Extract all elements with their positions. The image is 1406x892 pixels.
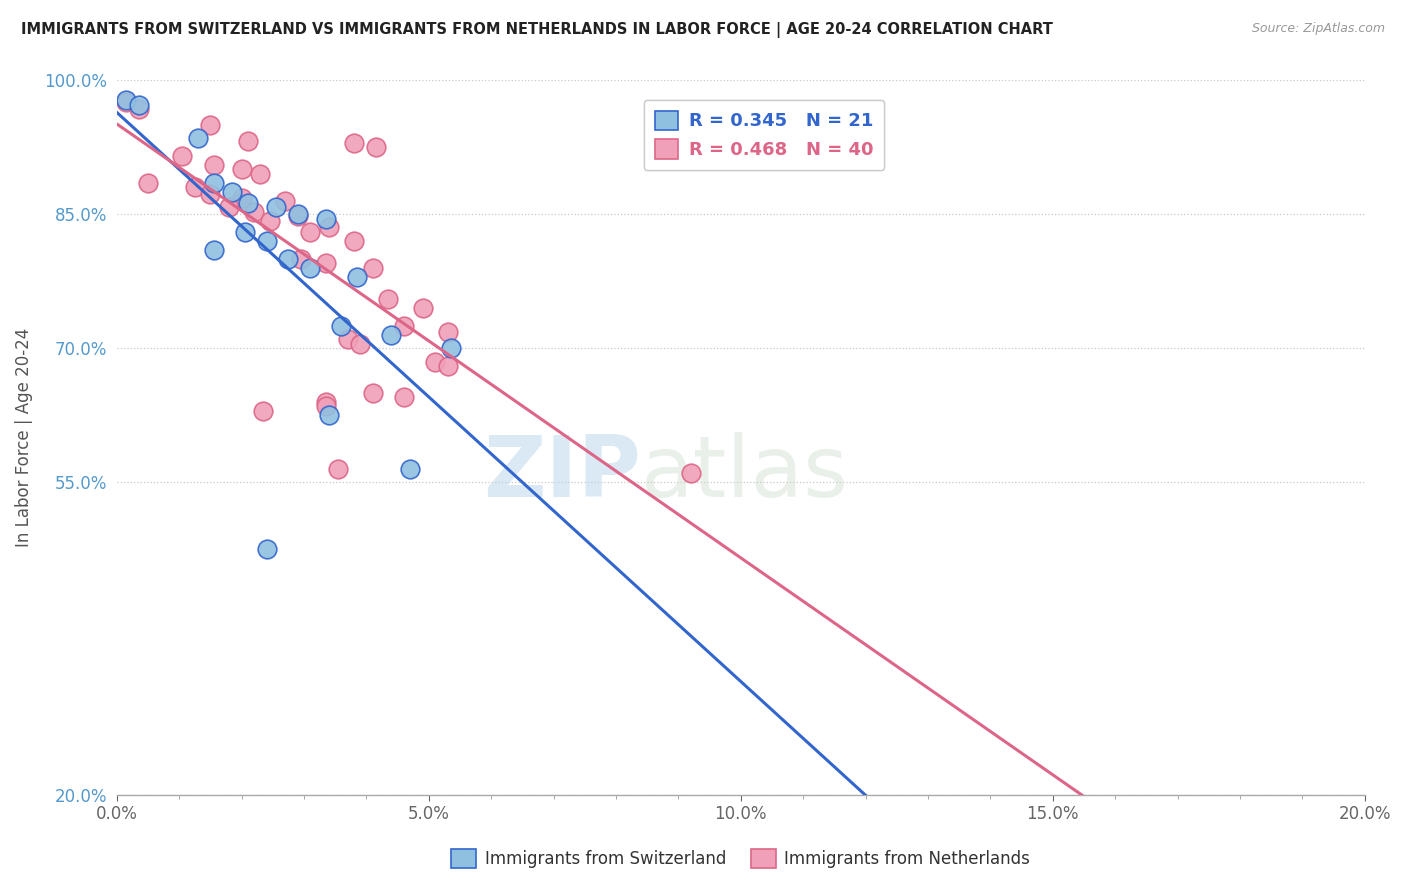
Point: [200, 118, 222, 132]
Point: [392, 390, 415, 404]
Point: [361, 385, 384, 400]
Point: [346, 269, 368, 284]
Point: [364, 140, 387, 154]
Point: [256, 234, 278, 248]
Point: [184, 180, 207, 194]
Point: [256, 542, 278, 557]
Point: [287, 209, 309, 223]
Point: [172, 149, 194, 163]
Text: atlas: atlas: [641, 432, 849, 515]
Point: [436, 325, 458, 339]
Point: [252, 403, 274, 417]
Point: [259, 214, 281, 228]
Y-axis label: In Labor Force | Age 20-24: In Labor Force | Age 20-24: [15, 328, 32, 547]
Point: [202, 243, 225, 257]
Point: [436, 359, 458, 373]
Point: [343, 234, 366, 248]
Point: [115, 93, 138, 107]
Point: [412, 301, 434, 315]
Point: [336, 332, 359, 346]
Text: Source: ZipAtlas.com: Source: ZipAtlas.com: [1251, 22, 1385, 36]
Point: [440, 341, 463, 355]
Point: [315, 256, 337, 270]
Point: [231, 191, 253, 205]
Point: [218, 200, 240, 214]
Point: [243, 205, 266, 219]
Text: IMMIGRANTS FROM SWITZERLAND VS IMMIGRANTS FROM NETHERLANDS IN LABOR FORCE | AGE : IMMIGRANTS FROM SWITZERLAND VS IMMIGRANT…: [21, 22, 1053, 38]
Point: [328, 462, 350, 476]
Point: [128, 98, 150, 112]
Point: [399, 462, 422, 476]
Point: [299, 225, 322, 239]
Point: [277, 252, 299, 266]
Point: [231, 162, 253, 177]
Point: [315, 394, 337, 409]
Point: [233, 225, 256, 239]
Point: [200, 187, 222, 202]
Point: [423, 354, 446, 368]
Point: [236, 196, 259, 211]
Point: [343, 136, 366, 150]
Point: [299, 260, 322, 275]
Point: [287, 207, 309, 221]
Point: [361, 260, 384, 275]
Point: [377, 292, 399, 306]
Point: [136, 176, 159, 190]
Point: [202, 158, 225, 172]
Point: [318, 220, 340, 235]
Point: [679, 467, 702, 481]
Point: [330, 318, 353, 333]
Point: [315, 211, 337, 226]
Point: [187, 131, 209, 145]
Point: [221, 185, 243, 199]
Point: [318, 408, 340, 422]
Point: [392, 318, 415, 333]
Point: [202, 176, 225, 190]
Point: [315, 399, 337, 413]
Legend: R = 0.345   N = 21, R = 0.468   N = 40: R = 0.345 N = 21, R = 0.468 N = 40: [644, 100, 884, 170]
Point: [236, 134, 259, 148]
Point: [290, 252, 312, 266]
Text: ZIP: ZIP: [484, 432, 641, 515]
Point: [380, 327, 402, 342]
Point: [249, 167, 271, 181]
Point: [264, 200, 287, 214]
Point: [349, 336, 371, 351]
Point: [128, 102, 150, 116]
Point: [274, 194, 297, 208]
Point: [115, 95, 138, 110]
